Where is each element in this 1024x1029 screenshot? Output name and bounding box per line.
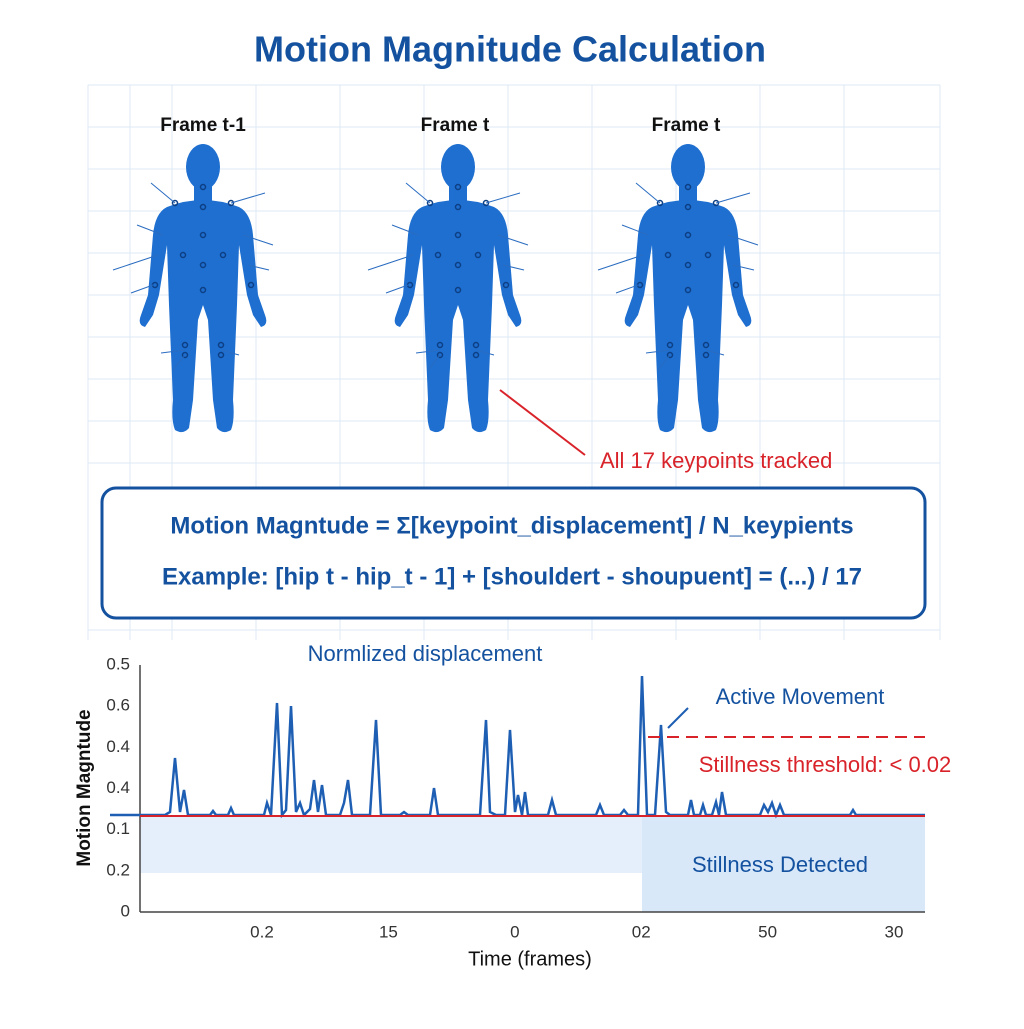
active-pointer <box>667 707 689 729</box>
y-tick-label: 0.2 <box>106 860 130 879</box>
frame-label: Frame t-1 <box>160 115 246 136</box>
frame-label: Frame t <box>421 115 490 136</box>
title: Motion Magnitude Calculation <box>254 29 766 70</box>
formula-box <box>100 486 927 620</box>
annotation: All 17 keypoints tracked <box>600 448 832 473</box>
figure <box>112 144 274 433</box>
y-tick-label: 0 <box>121 901 130 920</box>
y-tick-label: 0.1 <box>106 819 130 838</box>
active-label: Active Movement <box>716 684 885 709</box>
x-tick-label: 15 <box>379 922 398 941</box>
x-tick-label: 0 <box>510 922 519 941</box>
y-axis-label: Motion Magntude <box>74 709 95 866</box>
x-axis-label: Time (frames) <box>468 948 592 970</box>
y-tick-label: 0.6 <box>106 696 130 715</box>
x-tick-label: 30 <box>885 922 904 941</box>
frame-label: Frame t <box>652 115 721 136</box>
x-tick-label: 02 <box>632 922 651 941</box>
threshold-label: Stillness threshold: < 0.02 <box>699 752 952 777</box>
y-tick-label: 0.5 <box>106 654 130 673</box>
stillness-region <box>642 816 925 912</box>
x-tick-label: 50 <box>758 922 777 941</box>
figure <box>597 144 759 433</box>
plot-subtitle: Normlized displacement <box>308 641 543 666</box>
annotation-line <box>499 389 586 456</box>
x-tick-label: 0.2 <box>250 922 274 941</box>
formula: Motion Magntude = Σ[keypoint_displacemen… <box>170 512 853 539</box>
formula-example: Example: [hip t - hip_t - 1] + [shoulder… <box>162 563 862 590</box>
y-tick-label: 0.4 <box>106 737 130 756</box>
stillness-label: Stillness Detected <box>692 852 868 877</box>
figure <box>367 144 529 433</box>
y-tick-label: 0.4 <box>106 778 130 797</box>
